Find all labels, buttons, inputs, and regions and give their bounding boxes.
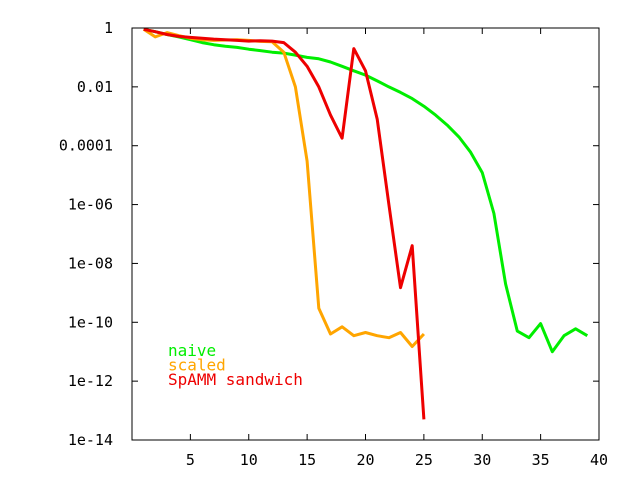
x-tick-label: 10 — [240, 451, 258, 469]
series-line-spamm-sandwich — [143, 27, 426, 420]
legend-label-spamm-sandwich: SpAMM sandwich — [168, 370, 303, 389]
y-tick-label: 1e-06 — [68, 196, 113, 214]
x-tick-label: 25 — [415, 451, 433, 469]
y-tick-label: 1e-14 — [68, 431, 113, 449]
y-tick-label: 1e-12 — [68, 372, 113, 390]
legend-label-naive: naive — [168, 341, 216, 360]
x-tick-label: 15 — [298, 451, 316, 469]
y-tick-label: 1e-08 — [68, 254, 113, 272]
y-tick-label: 0.01 — [77, 78, 113, 96]
x-tick-label: 35 — [532, 451, 550, 469]
legend-label-scaled: scaled — [168, 356, 226, 375]
x-tick-label: 30 — [473, 451, 491, 469]
series-line-scaled — [142, 28, 425, 348]
tick-layer: 5 10 15 20 25 30 35 40 1 0.01 0.0001 1e-06 1e-08 1e-1… — [59, 19, 608, 469]
y-tick-label: 0.0001 — [59, 137, 113, 155]
data-layer — [142, 27, 589, 420]
x-tick-label: 5 — [186, 451, 195, 469]
series-line-naive — [143, 27, 589, 354]
y-tick-label: 1e-10 — [68, 313, 113, 331]
x-tick-label: 40 — [590, 451, 608, 469]
x-tick-label: 20 — [356, 451, 374, 469]
y-tick-label: 1 — [104, 19, 113, 37]
